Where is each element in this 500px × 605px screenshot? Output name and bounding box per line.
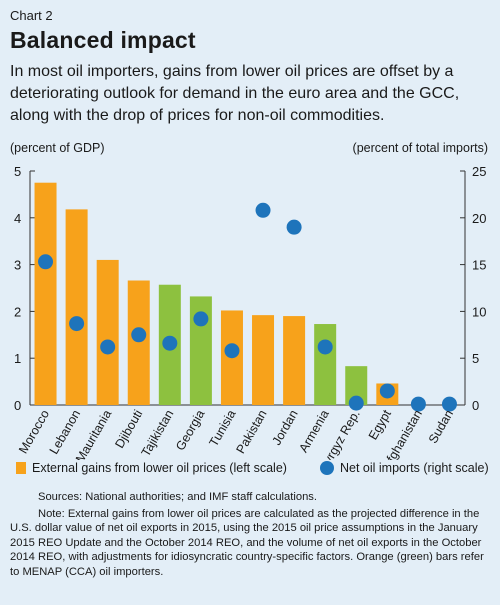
dot-morocco — [38, 254, 54, 270]
left-tick-label: 1 — [14, 351, 21, 366]
category-label: Sudan — [426, 407, 456, 445]
dot-tajikistan — [162, 335, 178, 351]
left-axis-title: (percent of GDP) — [10, 141, 105, 155]
dot-djibouti — [131, 327, 147, 343]
dot-mauritania — [100, 339, 116, 355]
category-label: Egypt — [366, 407, 394, 442]
legend-dot-swatch — [320, 461, 334, 475]
dot-sudan — [441, 396, 457, 412]
category-label: Georgia — [173, 407, 207, 453]
dot-pakistan — [255, 202, 271, 218]
category-label: Jordan — [269, 407, 300, 447]
right-tick-label: 5 — [472, 351, 479, 366]
chart-subtitle: In most oil importers, gains from lower … — [10, 63, 460, 124]
bar-pakistan — [252, 315, 275, 405]
bar-jordan — [283, 316, 306, 405]
bar-morocco — [34, 182, 57, 405]
category-label: Pakistan — [234, 407, 270, 456]
right-axis-title: (percent of total imports) — [352, 141, 488, 155]
bar-djibouti — [127, 280, 150, 405]
dot-jordan — [286, 219, 302, 235]
left-tick-label: 2 — [14, 304, 21, 319]
dot-georgia — [193, 311, 209, 327]
category-label: Tunisia — [207, 407, 239, 449]
legend-item-bars: External gains from lower oil prices (le… — [16, 461, 287, 475]
legend-bar-swatch — [16, 462, 26, 474]
legend-item-dots: Net oil imports (right scale) — [320, 461, 489, 475]
left-tick-label: 4 — [14, 211, 21, 226]
chart-number: Chart 2 — [10, 8, 53, 23]
left-tick-label: 3 — [14, 258, 21, 273]
legend-dots-label: Net oil imports (right scale) — [340, 461, 489, 475]
right-tick-label: 15 — [472, 258, 486, 273]
note-text: Note: External gains from lower oil pric… — [10, 507, 484, 578]
notes: Sources: National authorities; and IMF s… — [10, 490, 492, 579]
bar-armenia — [314, 324, 337, 405]
category-label: Djibouti — [112, 408, 145, 451]
bar-kyrgyz-rep- — [345, 366, 368, 405]
dot-lebanon — [69, 316, 85, 332]
dot-kyrgyz-rep- — [348, 395, 364, 411]
bar-mauritania — [96, 259, 119, 405]
legend: External gains from lower oil prices (le… — [12, 461, 490, 481]
bar-lebanon — [65, 209, 88, 405]
legend-bars-label: External gains from lower oil prices (le… — [32, 461, 287, 475]
chart-title: Balanced impact — [10, 27, 196, 53]
dot-egypt — [379, 383, 395, 399]
right-tick-label: 25 — [472, 164, 486, 179]
dot-tunisia — [224, 343, 240, 359]
left-tick-label: 5 — [14, 164, 21, 179]
chart-plot: 0123450510152025MoroccoLebanonMauritania… — [14, 164, 486, 460]
dot-armenia — [317, 339, 333, 355]
source-text: Sources: National authorities; and IMF s… — [38, 491, 317, 503]
right-tick-label: 0 — [472, 398, 479, 413]
right-tick-label: 20 — [472, 211, 486, 226]
left-tick-label: 0 — [14, 398, 21, 413]
dot-afghanistan — [410, 396, 426, 412]
right-tick-label: 10 — [472, 304, 486, 319]
